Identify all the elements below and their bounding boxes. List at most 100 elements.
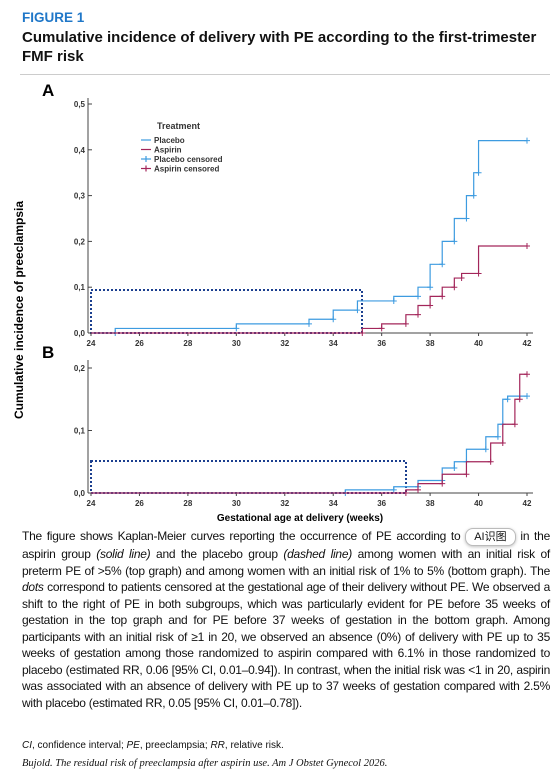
censor-mark — [233, 325, 240, 332]
x-tick-label: 26 — [135, 339, 144, 348]
y-tick-label: 0,0 — [74, 489, 86, 498]
censor-mark — [524, 393, 530, 400]
censor-mark — [487, 458, 494, 465]
figure: Cumulative incidence of preeclampsia Ges… — [12, 81, 533, 524]
censor-mark — [439, 480, 446, 487]
censor-mark — [463, 471, 470, 478]
x-tick-label: 24 — [87, 499, 96, 508]
x-tick-label: 30 — [232, 339, 241, 348]
text-run: The figure shows Kaplan-Meier curves rep… — [22, 529, 466, 543]
text-run: dots — [22, 580, 44, 594]
citation: Bujold. The residual risk of preeclampsi… — [22, 758, 388, 769]
y-tick-label: 0,2 — [74, 237, 86, 246]
x-tick-label: 40 — [474, 339, 483, 348]
legend-label: Aspirin — [154, 146, 182, 155]
x-axis-label: Gestational age at delivery (weeks) — [217, 513, 383, 524]
censor-mark — [390, 486, 397, 493]
censor-mark — [415, 486, 421, 493]
censor-mark — [354, 307, 361, 314]
x-tick-label: 28 — [183, 499, 192, 508]
legend-title: Treatment — [157, 121, 200, 131]
censor-mark — [427, 284, 434, 291]
ai-widget[interactable]: AI识图 — [465, 528, 516, 546]
censor-mark — [504, 396, 511, 403]
footnote: CI, confidence interval; PE, preeclampsi… — [22, 740, 284, 751]
y-tick-label: 0,1 — [74, 427, 86, 436]
censor-mark — [482, 446, 489, 453]
x-tick-label: 26 — [135, 499, 144, 508]
divider — [20, 74, 550, 75]
text-run: in the aspirin group — [22, 529, 550, 561]
legend-label: Placebo — [154, 136, 185, 145]
text-run: (dashed line) — [283, 547, 352, 561]
text-run: and the placebo group — [150, 547, 284, 561]
text-run: , confidence interval; — [32, 740, 127, 751]
y-tick-label: 0,4 — [74, 146, 86, 155]
text-run: among women with an initial risk of pret… — [22, 547, 550, 578]
y-tick-label: 0,2 — [74, 364, 86, 373]
x-tick-label: 30 — [232, 499, 241, 508]
x-tick-label: 38 — [426, 339, 435, 348]
x-tick-label: 34 — [329, 499, 338, 508]
censor-mark — [499, 440, 506, 446]
censor-mark — [524, 371, 530, 378]
censor-mark — [524, 137, 530, 144]
legend-label: Placebo censored — [154, 155, 223, 164]
x-tick-label: 28 — [183, 339, 192, 348]
km-curve — [91, 395, 527, 494]
x-tick-label: 34 — [329, 339, 338, 348]
censor-mark — [451, 465, 458, 471]
censor-mark — [439, 293, 446, 300]
km-curve — [91, 140, 527, 334]
censor-mark — [451, 238, 458, 245]
y-tick-label: 0,5 — [74, 100, 86, 109]
censor-mark — [511, 421, 518, 428]
censor-mark — [451, 284, 458, 291]
censor-mark — [378, 325, 385, 332]
censor-mark — [306, 320, 312, 327]
text-run: RR — [210, 740, 225, 751]
censor-mark — [390, 297, 397, 304]
panel-label: A — [42, 81, 54, 100]
censor-mark — [415, 311, 421, 318]
y-tick-label: 0,1 — [74, 283, 86, 292]
text-run: CI — [22, 740, 32, 751]
y-tick-label: 0,3 — [74, 192, 86, 201]
y-tick-label: 0,0 — [74, 329, 86, 338]
figure-label: FIGURE 1 — [22, 10, 85, 25]
text-run: correspond to patients censored at the g… — [22, 580, 550, 710]
x-tick-label: 36 — [377, 339, 386, 348]
km-curve — [91, 373, 527, 494]
censor-mark — [475, 270, 482, 277]
censor-mark — [402, 320, 409, 327]
text-run: PE — [126, 740, 140, 751]
text-run: (solid line) — [96, 547, 151, 561]
x-tick-label: 40 — [474, 499, 483, 508]
censor-mark — [494, 433, 501, 440]
censor-mark — [415, 293, 421, 300]
censor-mark — [470, 192, 477, 199]
legend-label: Aspirin censored — [154, 165, 219, 174]
highlight-box — [90, 289, 363, 334]
x-tick-label: 24 — [87, 339, 96, 348]
caption: The figure shows Kaplan-Meier curves rep… — [22, 528, 550, 711]
censor-mark — [524, 242, 530, 249]
text-run: , relative risk. — [224, 740, 284, 751]
censor-mark — [402, 490, 409, 496]
x-tick-label: 38 — [426, 499, 435, 508]
figure-title: Cumulative incidence of delivery with PE… — [22, 29, 537, 65]
censor-mark — [427, 302, 434, 309]
x-tick-label: 36 — [377, 499, 386, 508]
x-tick-label: 32 — [280, 339, 289, 348]
censor-mark — [330, 316, 337, 323]
censor-mark — [359, 330, 366, 336]
censor-mark — [458, 275, 465, 282]
censor-mark — [463, 215, 470, 222]
censor-mark — [475, 169, 482, 176]
x-tick-label: 42 — [523, 499, 532, 508]
highlight-box — [90, 460, 407, 494]
censor-mark — [516, 396, 523, 403]
panel-label: B — [42, 343, 54, 362]
x-tick-label: 42 — [523, 339, 532, 348]
